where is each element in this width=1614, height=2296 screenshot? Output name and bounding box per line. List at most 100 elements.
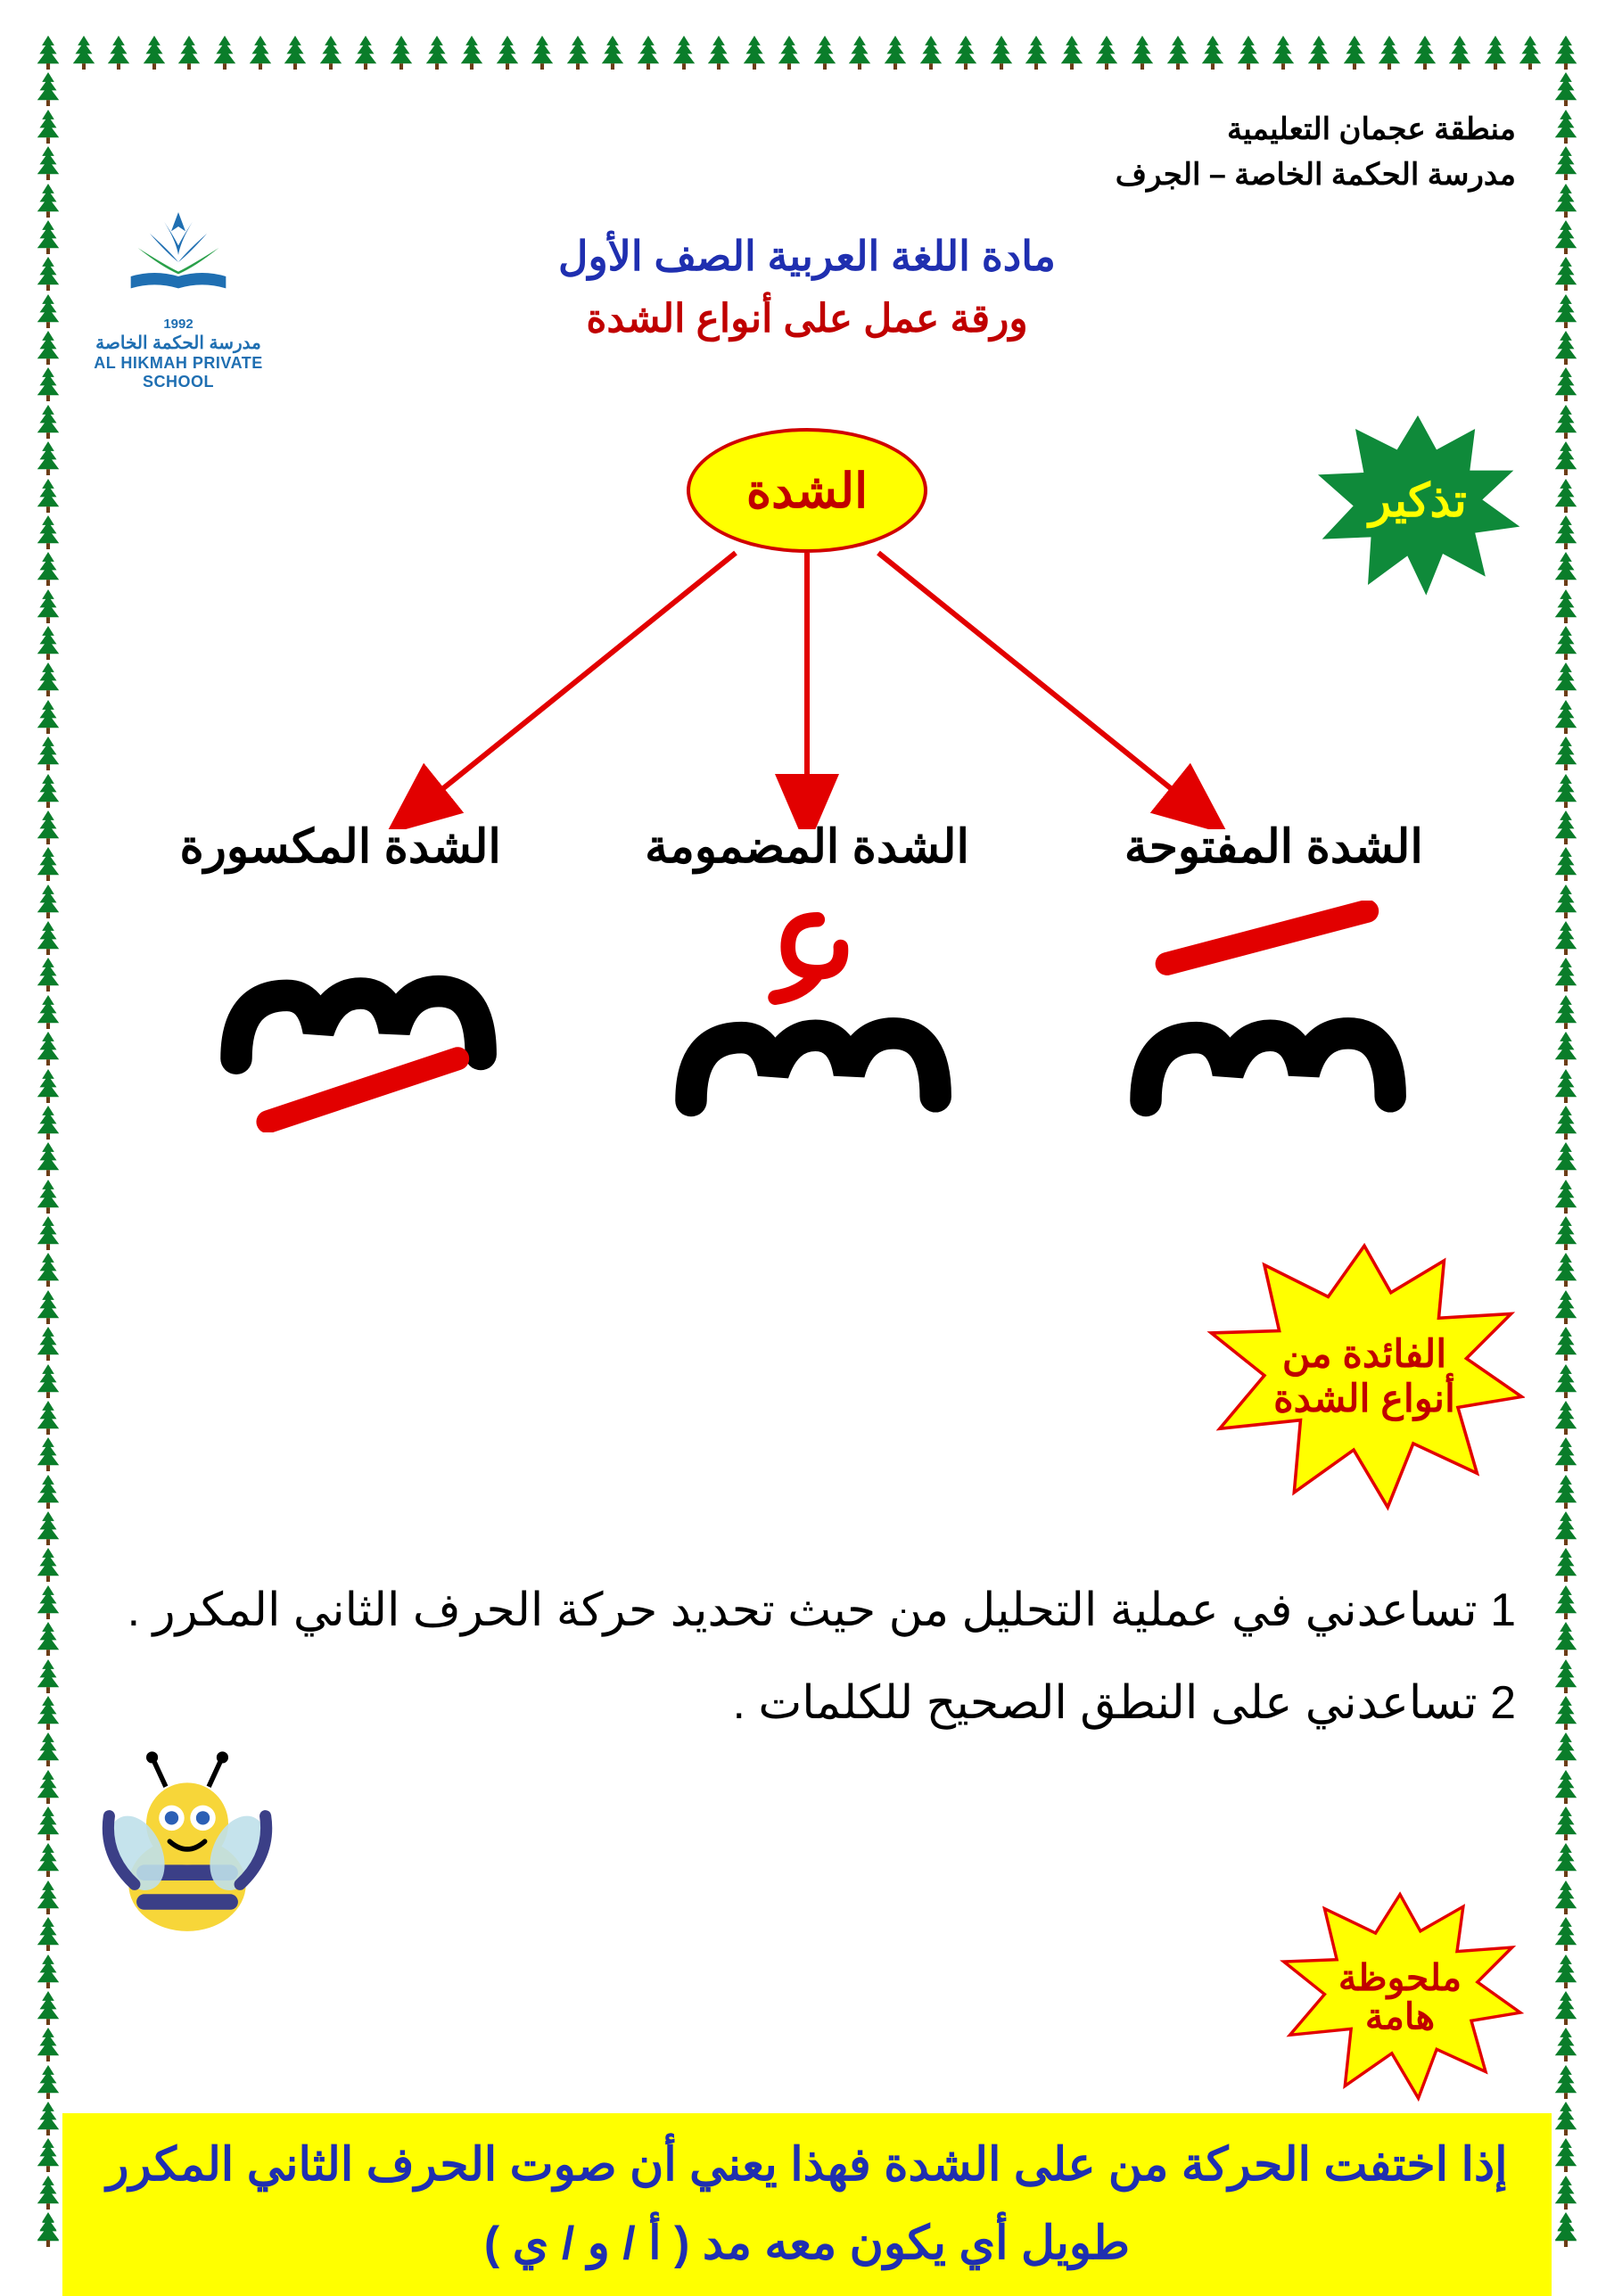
note-line1: ملحوظة [1338,1957,1462,2000]
tree-icon [36,1364,61,1398]
tree-icon [36,441,61,475]
branch-label-damma: الشدة المضمومة [611,820,1003,874]
tree-icon [36,1290,61,1324]
reminder-badge: تذكير [1311,410,1525,597]
tree-icon [918,36,943,70]
tree-icon [36,1401,61,1435]
glyph-damma [638,901,976,1132]
tree-icon [36,146,61,180]
tree-icon [36,1253,61,1287]
reminder-text: تذكير [1366,475,1466,529]
school-name: مدرسة الحكمة الخاصة – الجرف [1116,152,1516,198]
tree-icon [1553,1401,1578,1435]
tree-icon [36,36,61,70]
tree-icon [36,1917,61,1951]
tree-icon [1553,2213,1578,2247]
tree-icon [812,36,837,70]
branch-label-fatha: الشدة المفتوحة [1077,820,1470,874]
tree-icon [1553,1770,1578,1804]
tree-icon [1553,1806,1578,1840]
tree-icon [36,2138,61,2172]
tree-icon [36,1880,61,1914]
tree-icon [1553,36,1578,70]
tree-icon [36,1142,61,1176]
worksheet-page: منطقة عجمان التعليمية مدرسة الحكمة الخاص… [0,0,1614,2283]
tree-icon [36,2102,61,2136]
tree-icon [36,626,61,660]
tree-icon [36,1216,61,1250]
tree-icon [36,1732,61,1766]
tree-icon [565,36,590,70]
tree-icon [36,774,61,808]
tree-icon [671,36,696,70]
tree-icon [36,36,61,70]
tree-icon [212,36,237,70]
tree-icon [36,1548,61,1582]
benefits-list: 1 تساعدني في عملية التحليل من حيث تحديد … [98,1569,1516,1754]
glyph-kasra [183,901,522,1132]
school-header: منطقة عجمان التعليمية مدرسة الحكمة الخاص… [1116,107,1516,198]
benefit-line2: أنواع الشدة [1273,1372,1455,1422]
tree-icon [1553,110,1578,144]
tree-icon [1553,2212,1578,2246]
tree-icon [1553,700,1578,734]
tree-icon [1553,1843,1578,1877]
tree-icon [36,2028,61,2061]
benefit-badge: الفائدة من أنواع الشدة [1204,1239,1525,1516]
tree-icon [1553,36,1578,70]
tree-icon [530,36,555,70]
tree-icon [36,552,61,586]
tree-icon [36,1622,61,1656]
tree-icon [353,36,378,70]
tree-icon [1553,2138,1578,2172]
note-line2: هامة [1365,1996,1435,2037]
tree-icon [36,662,61,696]
tree-icon [1553,1216,1578,1250]
tree-icon [1553,184,1578,218]
branch-label-kasra: الشدة المكسورة [144,820,537,874]
tree-icon [36,1659,61,1693]
tree-icon [1553,2176,1578,2210]
tree-icon [1553,1511,1578,1545]
tree-icon [36,1180,61,1214]
worksheet-title: ورقة عمل على أنواع الشدة [0,296,1614,342]
tree-icon [36,1806,61,1840]
glyph-fatha [1092,901,1431,1132]
tree-icon [36,2212,61,2246]
tree-icon [1412,36,1437,70]
tree-icon [283,36,308,70]
tree-icon [1553,1548,1578,1582]
tree-icon [1553,552,1578,586]
tree-icon [106,36,131,70]
tree-icon [248,36,273,70]
tree-icon [36,2213,61,2247]
tree-icon [1553,367,1578,401]
tree-icon [36,1437,61,1471]
tree-icon [71,36,96,70]
tree-icon [1553,1253,1578,1287]
tree-icon [1553,1732,1578,1766]
tree-icon [1553,1585,1578,1619]
logo-name-english: AL HIKMAH PRIVATE SCHOOL [85,354,272,391]
tree-icon [1024,36,1049,70]
tree-icon [495,36,520,70]
tree-icon [36,700,61,734]
benefit-item-1: 1 تساعدني في عملية التحليل من حيث تحديد … [98,1569,1516,1653]
tree-icon [1059,36,1084,70]
tree-icon [1236,36,1261,70]
tree-icon [1553,479,1578,513]
tree-icon [777,36,802,70]
tree-icon [389,36,414,70]
tree-icon [36,405,61,439]
tree-icon [742,36,767,70]
tree-icon [1553,72,1578,106]
tree-icon [36,479,61,513]
tree-icon [36,1954,61,1988]
tree-icon [1553,2065,1578,2099]
tree-icon [1553,737,1578,770]
tree-icon [1553,626,1578,660]
tree-icon [36,1475,61,1509]
tree-icon [1553,1290,1578,1324]
tree-icon [1342,36,1367,70]
tree-icon [1553,1364,1578,1398]
